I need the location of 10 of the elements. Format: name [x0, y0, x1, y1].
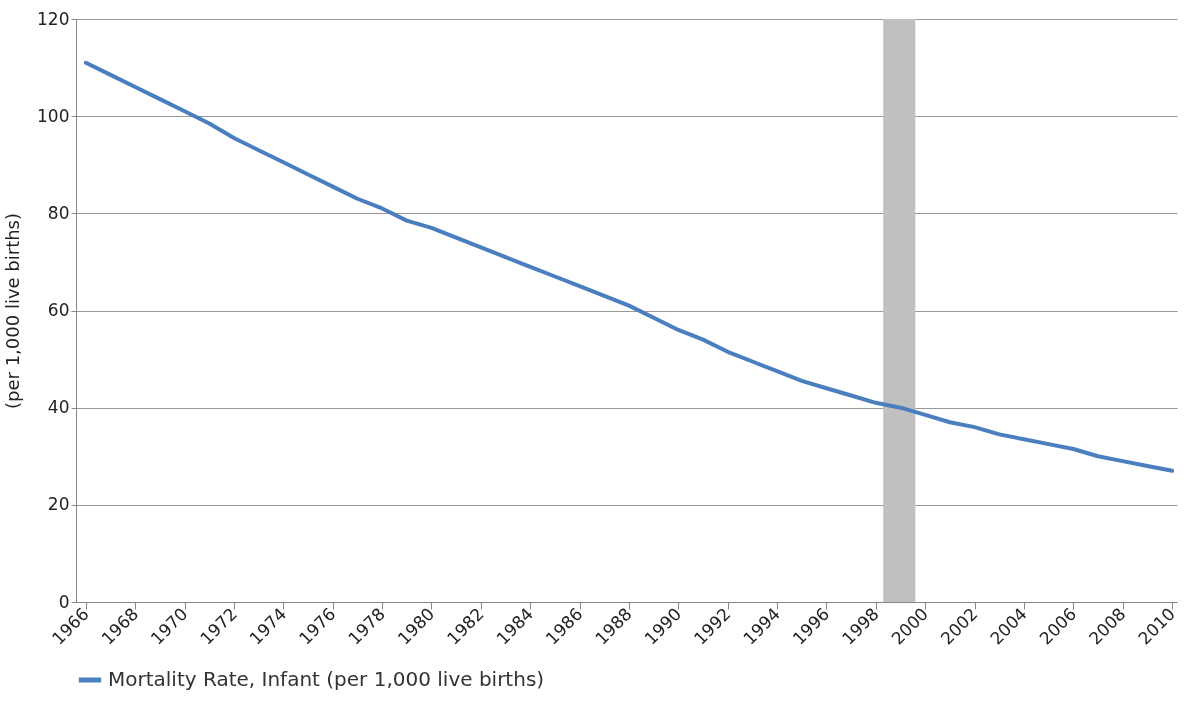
y-tick-label: 80: [47, 202, 70, 223]
y-tick-label: 0: [58, 591, 70, 612]
legend-label: Mortality Rate, Infant (per 1,000 live births): [108, 667, 545, 691]
y-tick-label: 120: [37, 8, 70, 29]
y-tick-label: 100: [37, 105, 70, 126]
y-tick-label: 20: [47, 494, 70, 515]
line-series: [83, 60, 1175, 473]
y-tick-label: 40: [47, 397, 70, 418]
y-tick-label: 60: [47, 300, 70, 320]
y-axis-title: (per 1,000 live births): [2, 212, 24, 410]
